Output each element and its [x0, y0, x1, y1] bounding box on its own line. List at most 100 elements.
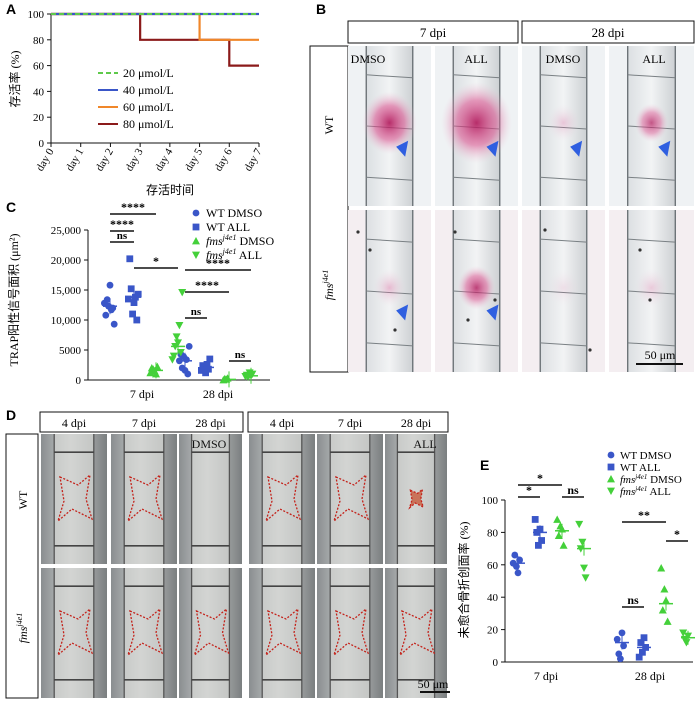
x-group-label: 7 dpi — [130, 387, 155, 401]
data-point — [682, 639, 691, 647]
data-point — [175, 322, 184, 330]
legend-label: fmsj4e1 ALL — [620, 485, 671, 498]
panel-label-b: B — [316, 1, 326, 17]
data-point — [248, 370, 257, 378]
data-point — [206, 355, 214, 363]
y-tick-label: 15,000 — [51, 285, 82, 297]
data-point — [531, 516, 539, 523]
sig-label: * — [674, 527, 680, 541]
cell-nucleus — [648, 298, 652, 302]
series-line-2 — [51, 12, 259, 41]
joint-line — [453, 176, 500, 181]
legend-label: 80 μmol/L — [123, 117, 174, 131]
data-point — [516, 556, 523, 564]
legend-label: 20 μmol/L — [123, 66, 174, 80]
arrowhead-icon — [486, 140, 499, 157]
data-point — [133, 316, 141, 324]
wound-outline — [264, 473, 302, 523]
trap-signal — [362, 91, 417, 155]
x-tick-label: day 3 — [123, 146, 146, 173]
trap-signal — [547, 103, 580, 142]
y-tick-label: 0 — [39, 138, 45, 150]
joint-line — [366, 176, 413, 181]
y-tick-label: 0 — [493, 657, 499, 669]
trap-signal — [634, 103, 669, 143]
data-point — [129, 310, 136, 318]
data-point — [679, 629, 688, 637]
sig-label: ns — [567, 483, 579, 497]
wound-outline — [408, 487, 425, 510]
joint-line — [627, 74, 676, 79]
header-7dpi-box — [347, 20, 519, 44]
arrowhead-icon — [396, 304, 409, 321]
column-header: 7 dpi — [132, 416, 157, 430]
y-axis-label: 存活率 (%) — [7, 51, 22, 108]
data-point — [184, 370, 192, 378]
wound-outline — [332, 607, 370, 657]
arrowhead-icon — [570, 140, 583, 157]
row-label-fms: fmsj4e1 — [15, 613, 30, 643]
data-point — [102, 311, 110, 319]
legend-marker — [192, 223, 200, 231]
joint-line — [627, 176, 676, 181]
panel-label-a: A — [6, 1, 16, 17]
data-point — [658, 606, 667, 614]
data-point — [581, 574, 590, 582]
cell-nucleus — [356, 230, 360, 234]
row-label-wt: WT — [322, 115, 336, 134]
trap-signal — [457, 265, 496, 310]
data-point — [125, 295, 132, 303]
legend-marker — [192, 237, 200, 245]
header-7dpi: 7 dpi — [420, 25, 447, 40]
data-point — [514, 569, 522, 577]
data-point — [511, 551, 519, 559]
cell-nucleus — [493, 298, 497, 302]
data-point — [657, 564, 666, 572]
row-label-box — [5, 433, 39, 699]
sig-label: **** — [121, 200, 145, 214]
b-col-dmso-7: DMSO — [351, 52, 386, 66]
wound-outline — [56, 607, 94, 657]
sig-label: ns — [235, 349, 246, 361]
joint-line — [453, 74, 500, 79]
legend-marker — [192, 209, 200, 217]
joint-line — [540, 74, 587, 79]
panel-label-e: E — [480, 457, 489, 473]
joint-line — [540, 342, 587, 347]
scale-bar-label: 50 μm — [645, 348, 676, 362]
column-header: 4 dpi — [62, 416, 87, 430]
column-header: 7 dpi — [338, 416, 363, 430]
sig-label: * — [526, 483, 532, 497]
joint-line — [540, 176, 587, 181]
cell-nucleus — [543, 228, 547, 232]
b-col-all-28: ALL — [642, 52, 665, 66]
row-label-box — [309, 45, 349, 373]
x-tick-label: day 5 — [183, 146, 206, 173]
data-point — [127, 285, 135, 293]
header-28dpi: 28 dpi — [592, 25, 625, 40]
y-tick-label: 20 — [33, 112, 45, 124]
x-group-label: 28 dpi — [203, 387, 234, 401]
data-point — [205, 365, 212, 373]
cell-nucleus — [453, 230, 457, 234]
column-header: 28 dpi — [195, 416, 226, 430]
fracture-images-panel: 4 dpi 7 dpi 28 dpi 4 dpi 7 dpi 28 dpi WT fmsj… — [5, 411, 450, 699]
x-tick-label: day 2 — [94, 147, 116, 174]
legend-marker — [607, 463, 615, 471]
arrowhead-icon — [396, 140, 409, 157]
legend-label: WT DMSO — [620, 450, 671, 462]
y-tick-label: 20,000 — [51, 255, 82, 267]
y-tick-label: 10,000 — [51, 315, 82, 327]
joint-line — [627, 342, 676, 347]
bone-segment — [330, 568, 370, 698]
joint-line — [627, 238, 676, 243]
data-point — [153, 362, 162, 371]
data-point — [613, 635, 621, 643]
b-col-all-7: ALL — [464, 52, 487, 66]
y-tick-label: 40 — [487, 592, 499, 604]
data-point — [172, 333, 181, 341]
wound-outline — [126, 473, 164, 523]
d-label-dmso: DMSO — [192, 437, 227, 451]
y-axis-label: TRAP阳性信号面积 (μm²) — [7, 233, 21, 366]
data-point — [640, 634, 648, 642]
